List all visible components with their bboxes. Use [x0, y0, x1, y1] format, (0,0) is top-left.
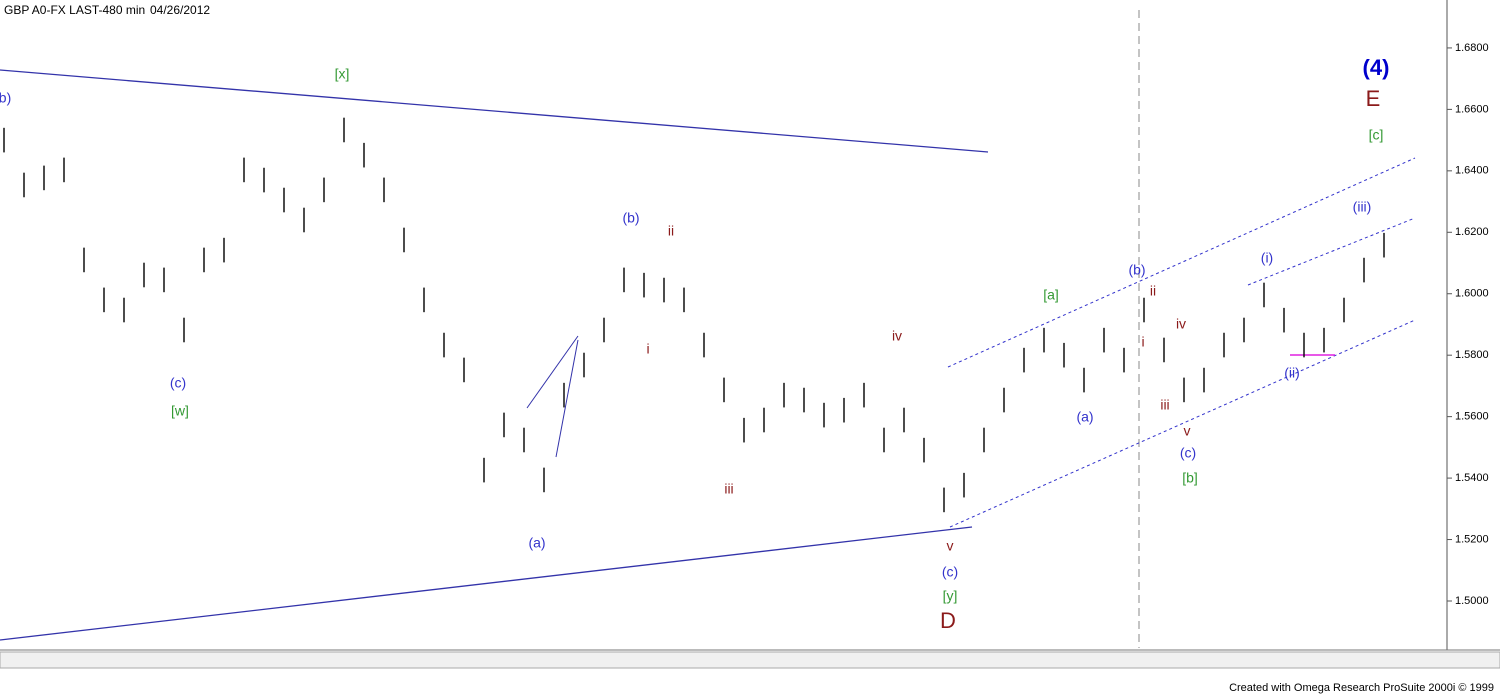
wave-label: [w]: [171, 403, 189, 419]
wave-label: v: [947, 538, 954, 554]
wave-label: E: [1366, 86, 1381, 111]
wave-label: iv: [1176, 316, 1186, 332]
wave-label: (i): [1261, 250, 1273, 266]
wave-label: i: [1141, 334, 1144, 350]
y-tick-label: 1.5600: [1455, 411, 1489, 423]
y-tick-label: 1.6400: [1455, 165, 1489, 177]
wave-label: (4): [1363, 55, 1390, 80]
channel-line: [947, 157, 1416, 368]
wave-label: v: [1184, 423, 1191, 439]
y-tick-label: 1.6200: [1455, 226, 1489, 238]
wave-label: ii: [1150, 283, 1156, 299]
wave-label: (a): [1076, 409, 1093, 425]
wave-label: (c): [942, 564, 958, 580]
wave-label: ii: [668, 223, 674, 239]
wave-label: [b]: [1182, 470, 1198, 486]
trendline: [526, 335, 579, 409]
y-tick-label: 1.6000: [1455, 288, 1489, 300]
y-tick-label: 1.5400: [1455, 472, 1489, 484]
trendline: [555, 339, 579, 458]
wave-label: [a]: [1043, 287, 1059, 303]
wave-label: (c): [1180, 445, 1196, 461]
chart-title: GBP A0-FX LAST-480 min: [4, 3, 145, 17]
wave-label: (iii): [1353, 199, 1372, 215]
channel-line: [949, 319, 1416, 528]
wave-label: D: [940, 608, 956, 633]
wave-label: iv: [892, 328, 902, 344]
wave-label: i: [646, 341, 649, 357]
y-tick-label: 1.6800: [1455, 42, 1489, 54]
y-tick-label: 1.5200: [1455, 533, 1489, 545]
chart-date: 04/26/2012: [150, 3, 210, 17]
trendline: [0, 69, 989, 153]
wave-label: (ii): [1284, 365, 1300, 381]
wave-label: (b): [1128, 262, 1145, 278]
wave-label: iii: [1160, 397, 1169, 413]
wave-label: [y]: [943, 588, 958, 604]
wave-label: (a): [528, 535, 545, 551]
y-tick-label: 1.5000: [1455, 595, 1489, 607]
trendline: [0, 526, 973, 641]
wave-label: [c]: [1369, 127, 1384, 143]
wave-label: [x]: [335, 66, 350, 82]
y-tick-label: 1.5800: [1455, 349, 1489, 361]
footer: Created with Omega Research ProSuite 200…: [1229, 682, 1494, 694]
wave-label: b): [0, 90, 11, 106]
wave-label: iii: [724, 481, 733, 497]
y-tick-label: 1.6600: [1455, 103, 1489, 115]
time-strip: [0, 651, 1500, 669]
wave-label: (b): [622, 210, 639, 226]
wave-label: (c): [170, 375, 186, 391]
